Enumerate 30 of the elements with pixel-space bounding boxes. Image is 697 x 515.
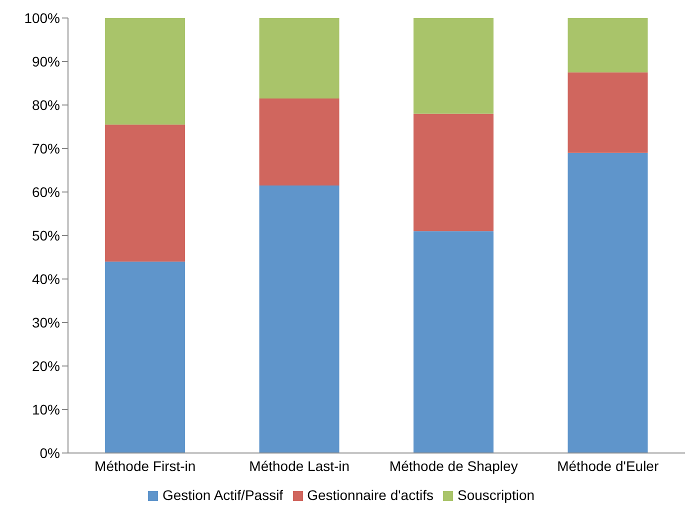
x-tick-label: Méthode First-in (94, 458, 196, 474)
bar (105, 262, 186, 453)
bar (105, 18, 186, 125)
bar (105, 124, 186, 262)
bar (568, 18, 648, 72)
x-tick-label: Méthode de Shapley (389, 458, 518, 474)
y-tick-label: 90% (32, 53, 60, 70)
bar (414, 231, 494, 453)
bar (259, 185, 340, 453)
y-tick-label: 50% (32, 227, 60, 244)
bar (259, 98, 340, 186)
bar (568, 72, 648, 153)
y-tick-label: 0% (40, 444, 60, 461)
x-tick-label: Méthode Last-in (249, 458, 350, 474)
legend-label: Souscription (457, 487, 535, 503)
y-tick-label: 20% (32, 358, 60, 374)
y-tick-label: 60% (32, 184, 60, 200)
y-tick-label: 30% (32, 314, 60, 330)
bar (259, 18, 340, 98)
y-tick-label: 100% (24, 10, 60, 26)
y-tick-label: 40% (32, 270, 60, 287)
bar (568, 152, 648, 453)
legend-label: Gestion Actif/Passif (162, 487, 284, 503)
bar (414, 18, 494, 114)
y-tick-label: 70% (32, 140, 60, 156)
legend-label: Gestionnaire d'actifs (307, 487, 434, 503)
y-tick-label: 80% (32, 96, 60, 113)
x-tick-label: Méthode d'Euler (557, 458, 659, 474)
bar (414, 114, 494, 232)
y-tick-label: 10% (32, 401, 60, 418)
